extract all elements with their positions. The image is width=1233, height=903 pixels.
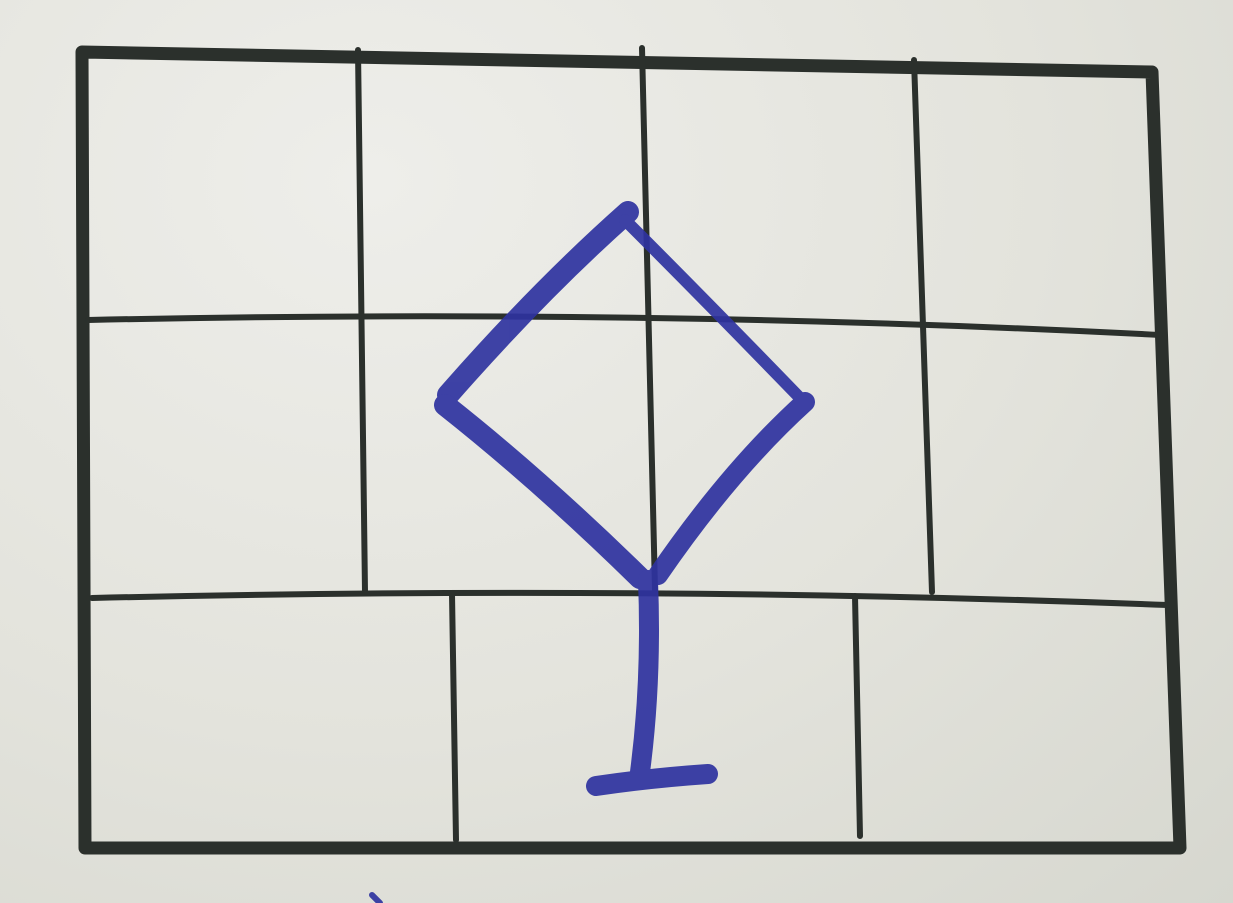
grid-line-horizontal-1 bbox=[85, 313, 1163, 338]
grid-line-vertical-2 bbox=[639, 45, 658, 593]
ink-diamond-bottom-right-edge bbox=[648, 392, 815, 585]
ink-stand-base bbox=[586, 764, 718, 796]
grid-line-vertical-1 bbox=[355, 47, 368, 595]
ink-stand-stem bbox=[630, 570, 659, 782]
ink-diamond-top-right-edge bbox=[619, 214, 806, 404]
grid-line-vertical-bottom-1 bbox=[449, 591, 459, 843]
grid-line-horizontal-2 bbox=[89, 589, 1171, 608]
ink-diamond-top-left-edge bbox=[437, 201, 639, 406]
grid-frame bbox=[75, 45, 1187, 855]
grid-line-vertical-bottom-2 bbox=[852, 593, 863, 839]
ink-stroke-bottom-mark bbox=[369, 892, 383, 903]
ink-diamond-bottom-left-edge bbox=[434, 394, 651, 589]
grid-line-vertical-3 bbox=[911, 57, 935, 595]
